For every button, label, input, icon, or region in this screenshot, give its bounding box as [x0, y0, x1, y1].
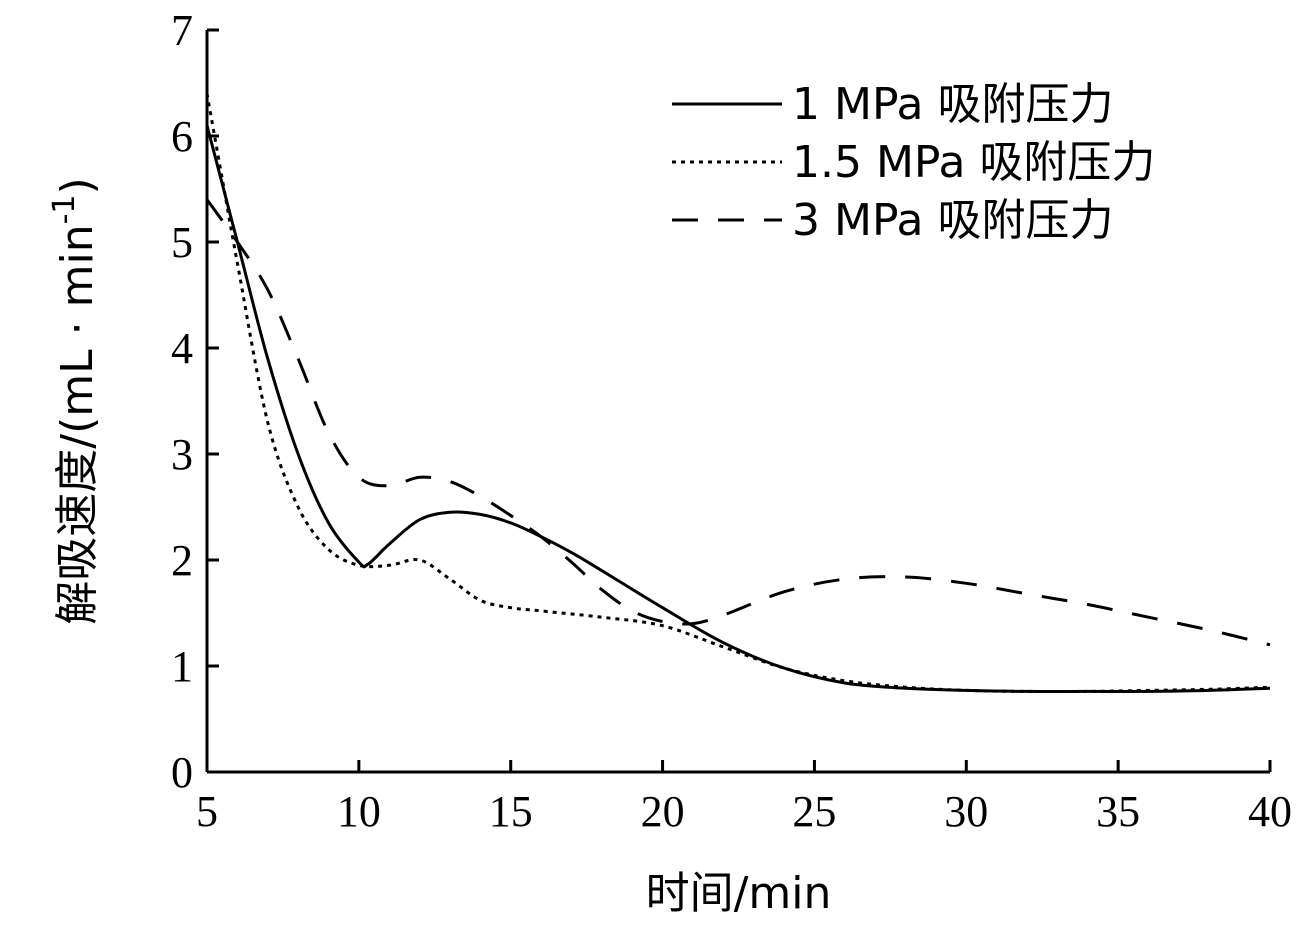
- legend-label-1: 1 MPa 吸附压力: [792, 79, 1113, 130]
- x-axis-title: 时间/min: [646, 868, 832, 919]
- y-tick-label: 2: [171, 536, 193, 585]
- axes: 5 10 15 20 25 30 35 40 0 1 2 3 4 5 6 7: [171, 6, 1292, 836]
- x-tick-label: 40: [1248, 787, 1292, 836]
- legend-label-3: 3 MPa 吸附压力: [792, 195, 1113, 246]
- legend-label-2: 1.5 MPa 吸附压力: [792, 137, 1155, 188]
- x-tick-label: 25: [792, 787, 836, 836]
- y-axis-title-close: ): [52, 177, 103, 194]
- legend: 1 MPa 吸附压力 1.5 MPa 吸附压力 3 MPa 吸附压力: [672, 79, 1155, 246]
- y-axis-title-main: 解吸速度/(mL · min: [52, 224, 103, 624]
- series-line-3: [205, 198, 1271, 647]
- y-tick-label: 6: [171, 112, 193, 161]
- y-tick-label: 7: [171, 6, 193, 55]
- x-ticks: 5 10 15 20 25 30 35 40: [196, 760, 1292, 836]
- y-axis-title: 解吸速度/(mL · min-1): [47, 177, 103, 624]
- x-tick-label: 35: [1096, 787, 1140, 836]
- series-layer: [205, 93, 1271, 694]
- y-tick-label: 3: [171, 430, 193, 479]
- x-tick-label: 20: [641, 787, 685, 836]
- x-tick-label: 5: [196, 787, 218, 836]
- y-tick-label: 0: [171, 748, 193, 797]
- y-axis-title-superscript: -1: [47, 194, 82, 224]
- y-tick-label: 4: [171, 324, 193, 373]
- y-ticks: 0 1 2 3 4 5 6 7: [171, 6, 219, 797]
- y-tick-label: 1: [171, 642, 193, 691]
- y-tick-label: 5: [171, 218, 193, 267]
- x-tick-label: 15: [489, 787, 533, 836]
- x-tick-label: 30: [944, 787, 988, 836]
- x-tick-label: 10: [337, 787, 381, 836]
